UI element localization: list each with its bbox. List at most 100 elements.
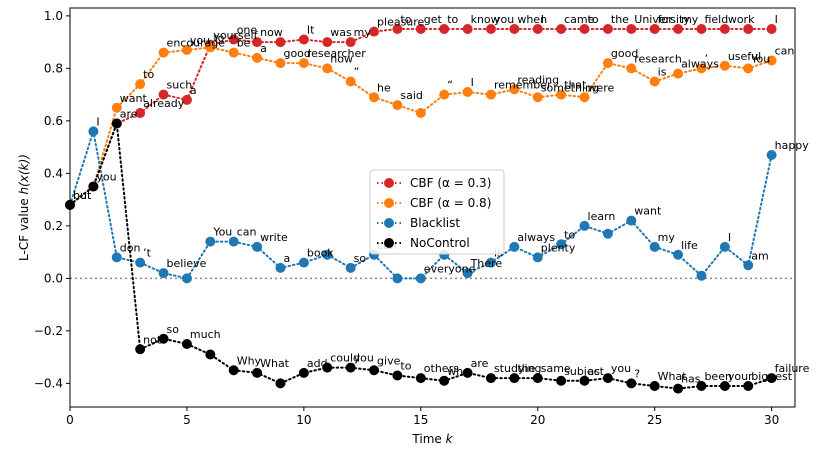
word-label: your bbox=[728, 370, 753, 383]
x-tick-label: 30 bbox=[764, 413, 779, 427]
word-label: get bbox=[424, 13, 443, 26]
series-blacklist bbox=[65, 126, 777, 284]
word-label: good bbox=[283, 47, 310, 60]
data-point bbox=[135, 344, 146, 355]
word-label: believe bbox=[167, 257, 207, 270]
data-point bbox=[626, 63, 637, 74]
word-label: You bbox=[212, 226, 232, 239]
data-point bbox=[556, 24, 567, 34]
data-point bbox=[696, 63, 707, 74]
word-label: now bbox=[260, 26, 283, 39]
x-axis-label: Time k bbox=[411, 432, 453, 446]
word-label: is bbox=[658, 66, 667, 79]
word-label: ’t bbox=[143, 247, 151, 260]
data-point bbox=[462, 268, 473, 279]
x-tick-label: 20 bbox=[530, 413, 545, 427]
word-label: as bbox=[588, 365, 601, 378]
word-label: you bbox=[494, 13, 514, 26]
data-point bbox=[205, 236, 216, 247]
legend-marker bbox=[384, 178, 394, 188]
data-point bbox=[509, 84, 520, 95]
word-label: happy bbox=[775, 139, 810, 152]
word-label: be bbox=[237, 37, 251, 50]
data-point bbox=[719, 241, 730, 252]
data-point bbox=[649, 381, 660, 391]
word-label: ” bbox=[354, 66, 360, 79]
data-point bbox=[252, 241, 263, 252]
word-label: a bbox=[190, 84, 197, 97]
word-label: “ bbox=[447, 79, 453, 92]
data-point bbox=[135, 79, 146, 90]
word-label: researcher bbox=[307, 47, 366, 60]
word-label: that bbox=[564, 79, 587, 92]
y-tick-label: 0.2 bbox=[44, 219, 63, 233]
data-point bbox=[579, 92, 590, 103]
word-label: don bbox=[120, 241, 141, 254]
word-label: so bbox=[354, 252, 367, 265]
x-axis-label-var: k bbox=[446, 432, 454, 446]
word-label: ’ bbox=[704, 52, 708, 65]
data-point bbox=[392, 24, 403, 34]
data-point bbox=[275, 37, 286, 48]
word-label: add bbox=[307, 357, 328, 370]
word-label: been bbox=[704, 370, 732, 383]
word-label: I bbox=[96, 115, 99, 128]
word-label: are bbox=[471, 357, 489, 370]
data-point bbox=[345, 262, 356, 273]
data-point bbox=[532, 92, 543, 103]
word-label: always bbox=[681, 58, 719, 71]
legend-label: Blacklist bbox=[410, 216, 460, 230]
word-label: has bbox=[681, 373, 701, 386]
word-label: to bbox=[564, 228, 575, 241]
word-label: always bbox=[517, 231, 555, 244]
data-point bbox=[462, 367, 473, 378]
data-point bbox=[579, 220, 590, 231]
word-label: Why bbox=[237, 354, 262, 367]
word-label: to bbox=[213, 31, 224, 44]
data-point bbox=[345, 76, 356, 87]
word-label: life bbox=[681, 239, 698, 252]
data-point bbox=[275, 58, 286, 69]
x-axis-label-text: Time bbox=[411, 432, 441, 446]
word-label: to bbox=[143, 68, 154, 81]
data-point bbox=[532, 373, 543, 384]
word-label: good bbox=[611, 47, 638, 60]
data-point bbox=[696, 270, 707, 281]
data-point bbox=[298, 34, 309, 45]
word-label: I bbox=[775, 13, 778, 26]
y-tick-label: −0.4 bbox=[34, 376, 63, 390]
data-point bbox=[579, 375, 590, 386]
legend: CBF (α = 0.3) CBF (α = 0.8) Blacklist NoCon… bbox=[369, 169, 505, 255]
data-point bbox=[228, 47, 239, 58]
word-label: others bbox=[424, 362, 459, 375]
data-point bbox=[556, 239, 567, 250]
word-label: I bbox=[728, 231, 731, 244]
data-point bbox=[439, 24, 450, 34]
word-label: ? bbox=[634, 367, 640, 380]
data-point bbox=[228, 34, 239, 45]
data-point bbox=[626, 24, 637, 34]
word-label: am bbox=[751, 249, 768, 262]
data-point bbox=[345, 37, 356, 48]
word-label: to bbox=[588, 13, 599, 26]
word-label: What bbox=[260, 357, 290, 370]
word-label: can bbox=[237, 226, 257, 239]
y-tick-label: 0.0 bbox=[44, 271, 63, 285]
data-point bbox=[485, 89, 496, 100]
data-point bbox=[275, 262, 286, 273]
data-point bbox=[602, 58, 613, 69]
data-point bbox=[88, 181, 99, 192]
data-point bbox=[649, 241, 660, 252]
data-point bbox=[415, 108, 426, 118]
legend-item: CBF (α = 0.3) bbox=[377, 176, 491, 190]
word-label: already bbox=[143, 97, 185, 110]
data-point bbox=[649, 76, 660, 87]
legend-item: CBF (α = 0.8) bbox=[377, 196, 491, 210]
data-point bbox=[392, 370, 403, 381]
word-label: but bbox=[73, 189, 92, 202]
data-point bbox=[766, 373, 777, 384]
data-point bbox=[111, 118, 122, 129]
word-label: research bbox=[634, 52, 682, 65]
legend-item: Blacklist bbox=[377, 216, 460, 230]
